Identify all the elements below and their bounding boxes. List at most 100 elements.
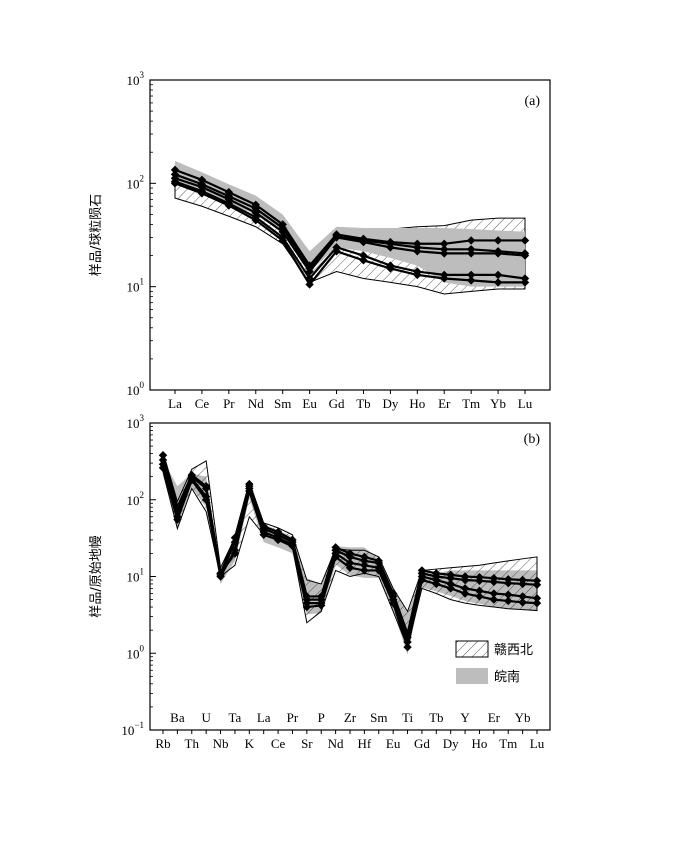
data-point (158, 463, 168, 473)
data-point (278, 236, 287, 245)
legend-swatch-gray (456, 668, 488, 684)
data-point (466, 249, 476, 258)
data-point (475, 592, 484, 601)
y-tick-label: 102 (127, 173, 145, 191)
data-point (360, 566, 369, 575)
data-point (173, 507, 182, 516)
x-tick-label: Gd (329, 396, 345, 411)
series-line (174, 180, 526, 281)
data-point (440, 249, 449, 258)
data-point (489, 589, 499, 598)
x-tick-label: Yb (490, 396, 506, 411)
data-point (520, 278, 530, 287)
data-point (278, 227, 287, 236)
data-point (170, 179, 180, 188)
x-tick-label: Y (460, 710, 470, 725)
data-point (332, 247, 341, 256)
x-tick-label: Er (438, 396, 451, 411)
data-point (460, 575, 470, 585)
data-point (359, 256, 368, 265)
x-tick-label: Pr (223, 396, 235, 411)
data-point (489, 595, 499, 604)
panel-label: (b) (524, 432, 541, 447)
data-point (460, 589, 470, 598)
x-tick-label: La (257, 710, 271, 725)
data-point (170, 165, 180, 175)
data-point (504, 578, 513, 588)
data-point (413, 247, 422, 256)
x-tick-label: Dy (382, 396, 398, 411)
x-tick-label: K (245, 736, 255, 751)
data-point (345, 552, 355, 562)
series-line (161, 454, 538, 638)
data-point (466, 276, 476, 285)
data-point (504, 590, 513, 599)
x-tick-label: Ho (409, 396, 425, 411)
data-point (489, 577, 499, 587)
data-point (475, 586, 484, 596)
data-point (230, 537, 240, 547)
data-point (532, 580, 542, 589)
x-tick-label: Eu (386, 736, 401, 751)
data-point (302, 602, 312, 612)
data-point (493, 236, 503, 245)
data-point (158, 455, 168, 465)
data-point (216, 569, 225, 578)
x-tick-label: Th (185, 736, 200, 751)
data-point (374, 558, 383, 568)
data-point (475, 576, 484, 585)
data-point (466, 236, 476, 245)
data-point (504, 596, 513, 606)
data-point (158, 451, 168, 460)
panel-label: (a) (524, 94, 540, 109)
data-point (532, 594, 542, 603)
x-tick-label: Lu (518, 396, 533, 411)
data-point (359, 251, 368, 260)
data-point (532, 598, 542, 608)
data-point (520, 251, 530, 260)
x-tick-label: Ta (229, 710, 242, 725)
data-point (345, 563, 355, 572)
x-tick-label: Tb (356, 396, 370, 411)
data-point (360, 556, 369, 566)
data-point (466, 270, 476, 280)
data-point (331, 552, 340, 562)
x-tick-label: U (201, 710, 211, 725)
x-tick-label: Ho (472, 736, 488, 751)
data-point (493, 249, 503, 258)
data-point (201, 484, 211, 493)
data-point (446, 574, 455, 583)
data-point (440, 274, 449, 283)
data-point (230, 549, 240, 558)
y-tick-label: 100 (127, 643, 145, 661)
data-point (187, 475, 196, 485)
x-tick-label: Ti (402, 710, 413, 725)
y-tick-label: 103 (127, 413, 145, 431)
data-point (288, 541, 297, 551)
legend-label: 赣西北 (494, 643, 533, 658)
x-tick-label: P (318, 710, 325, 725)
y-tick-label: 10−1 (121, 720, 144, 738)
data-point (259, 530, 268, 539)
y-tick-label: 101 (127, 567, 145, 585)
data-point (251, 215, 260, 225)
y-axis-title: 样品/原始地幔 (89, 535, 104, 617)
data-point (432, 579, 441, 589)
data-point (251, 208, 260, 217)
data-point (374, 566, 383, 575)
y-tick-label: 102 (127, 490, 145, 508)
x-tick-label: Sr (301, 736, 313, 751)
legend-label: 皖南 (494, 669, 520, 685)
data-point (388, 598, 398, 608)
x-tick-label: Tb (429, 710, 443, 725)
data-point (413, 270, 422, 280)
x-tick-label: Nd (248, 396, 264, 411)
data-point (518, 579, 527, 589)
x-tick-label: Sm (274, 396, 291, 411)
data-point (359, 237, 368, 247)
x-tick-label: Rb (155, 736, 170, 751)
y-tick-label: 103 (127, 70, 145, 88)
